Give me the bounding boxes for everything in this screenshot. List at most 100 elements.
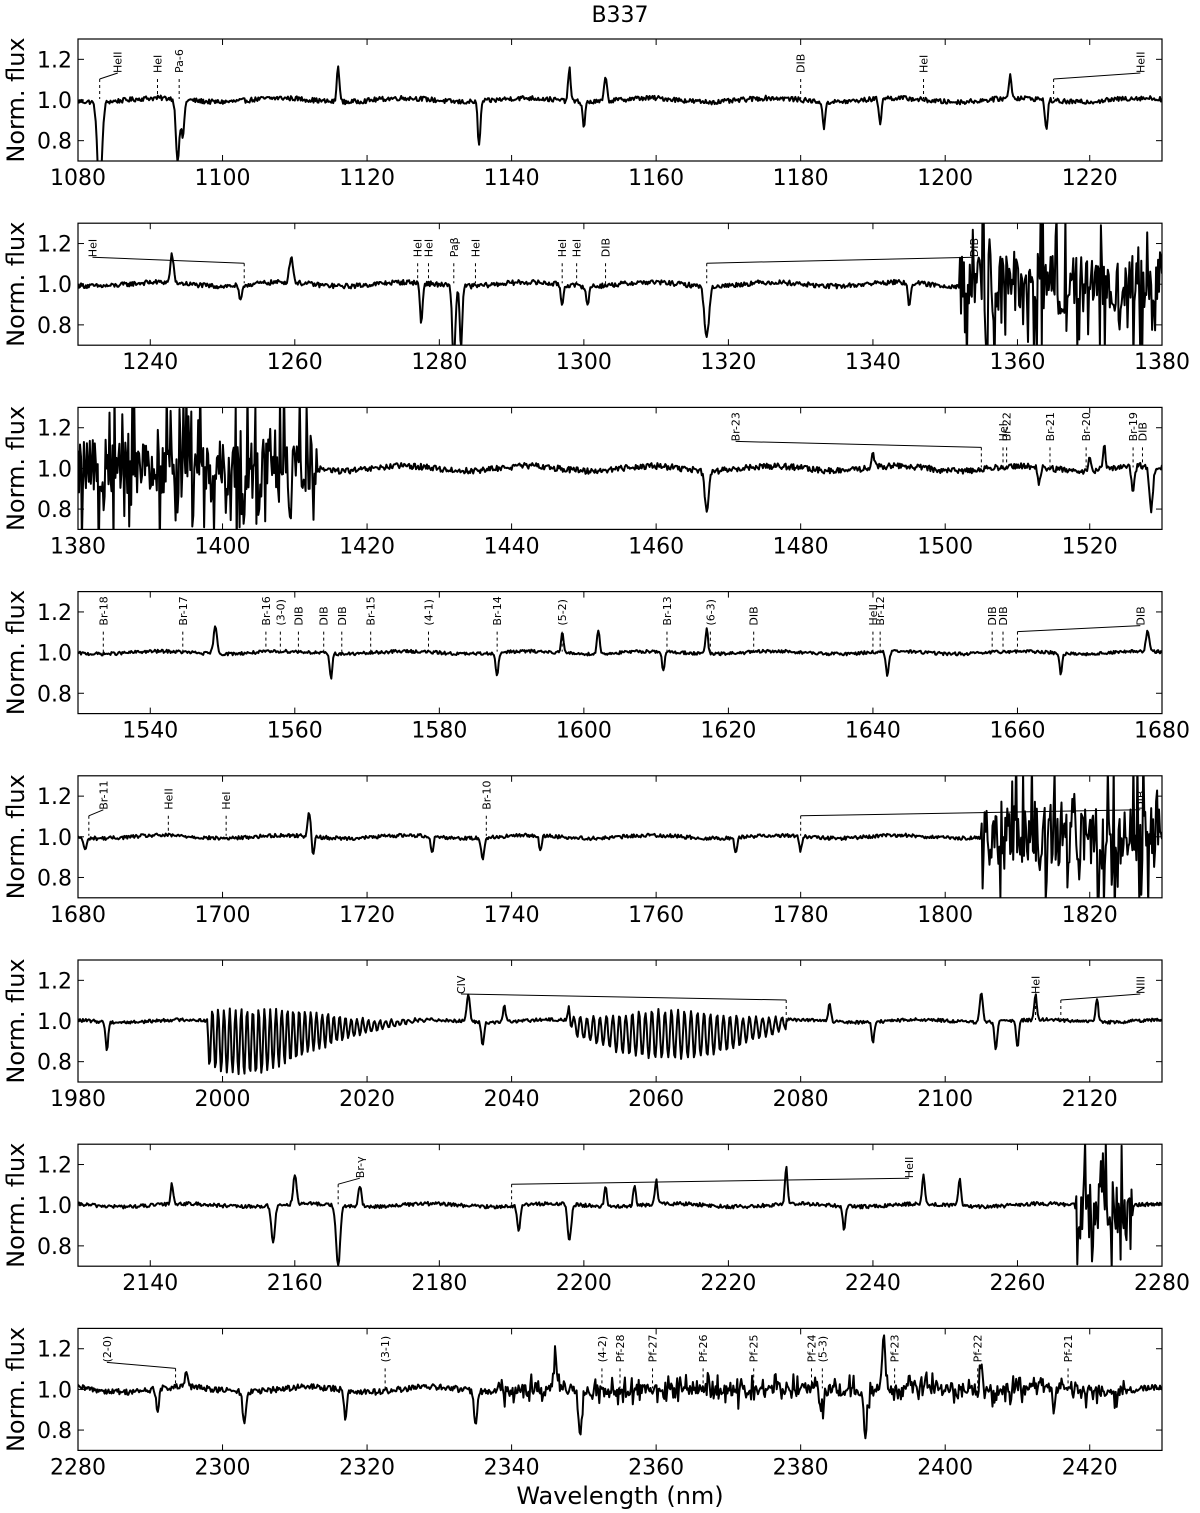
y-tick-label: 1.2: [37, 1338, 72, 1363]
line-marker: Paβ: [448, 237, 461, 284]
y-tick-label: 1.2: [37, 417, 72, 442]
line-marker: HeI: [1030, 976, 1043, 1020]
line-marker-label: HeI: [556, 239, 569, 257]
line-marker: Pf-23: [889, 1335, 902, 1389]
x-tick-label: 1300: [556, 350, 612, 375]
line-marker-label: HeII: [162, 788, 175, 810]
x-tick-label: 1500: [917, 534, 973, 559]
line-marker: CIV: [455, 975, 787, 1020]
panel-3: 0.8 1.0 1.2 1380 1400 1420 1440 1460 1480 1500 152…: [2, 406, 1163, 559]
x-tick-label: 1360: [989, 350, 1045, 375]
line-marker: Br-13: [661, 596, 674, 652]
x-tick-label: 1740: [484, 903, 540, 928]
line-marker: DIB: [800, 791, 1147, 836]
y-axis-label: Norm. flux: [2, 1327, 30, 1452]
line-marker-label: DIB: [1134, 791, 1147, 810]
x-tick-label: 1380: [50, 534, 106, 559]
x-tick-label: 2140: [122, 1271, 178, 1296]
x-tick-label: 2260: [989, 1271, 1045, 1296]
line-marker: (5-3): [816, 1336, 829, 1389]
line-marker: Br-17: [177, 596, 190, 652]
line-marker: HeI: [422, 239, 435, 284]
x-tick-label: 2120: [1062, 1087, 1118, 1112]
line-marker-label: Paβ: [448, 237, 461, 257]
line-marker-label: Br-γ: [354, 1156, 367, 1178]
line-marker: HeI: [412, 239, 425, 284]
line-marker: Br-10: [480, 780, 493, 836]
x-tick-label: 1620: [700, 719, 756, 744]
line-marker: Br-18: [97, 596, 110, 652]
x-tick-label: 2300: [195, 1455, 251, 1480]
line-marker-label: DIB: [748, 606, 761, 625]
line-marker: Br-14: [491, 596, 504, 652]
line-marker: DIB: [318, 606, 331, 652]
line-marker-label: Pa-6: [173, 49, 186, 73]
y-axis-label: Norm. flux: [2, 958, 30, 1083]
line-marker: HeI: [997, 423, 1010, 468]
x-tick-label: 1800: [917, 903, 973, 928]
x-tick-label: 1180: [773, 166, 829, 191]
line-marker-connector: [1053, 72, 1141, 80]
x-tick-label: 2200: [556, 1271, 612, 1296]
y-axis-label: Norm. flux: [2, 406, 30, 531]
line-marker: (3-0): [274, 599, 287, 652]
x-tick-label: 1440: [484, 534, 540, 559]
y-tick-label: 1.0: [37, 1010, 72, 1035]
panel-8: 0.8 1.0 1.2 2280 2300 2320 2340 2360 2380 2400 242…: [2, 1327, 1163, 1480]
line-marker: Br-12: [874, 596, 887, 652]
x-tick-label: 1780: [773, 903, 829, 928]
line-marker: Br-22: [1001, 412, 1014, 468]
x-tick-label: 2420: [1062, 1455, 1118, 1480]
panel-1: 0.8 1.0 1.2 1080 1100 1120 1140 1160 1180 1200 122…: [2, 37, 1163, 191]
line-marker-label: (5-2): [556, 599, 569, 626]
x-tick-label: 1220: [1062, 166, 1118, 191]
line-marker-label: DIB: [1134, 606, 1147, 625]
line-marker: DIB: [795, 54, 808, 99]
line-marker-connector: [706, 256, 975, 264]
line-marker: Br-γ: [337, 1156, 367, 1205]
line-marker-label: HeI: [469, 239, 482, 257]
x-axis-label: Wavelength (nm): [516, 1482, 723, 1510]
y-tick-label: 0.8: [37, 1235, 72, 1260]
x-tick-label: 1240: [122, 350, 178, 375]
line-marker-label: Br-10: [480, 780, 493, 809]
y-tick-label: 1.2: [37, 785, 72, 810]
line-marker: HeI: [571, 239, 584, 284]
panel-5: 0.8 1.0 1.2 1680 1700 1720 1740 1760 1780 1800 182…: [2, 774, 1163, 928]
line-marker-label: Br-15: [365, 596, 378, 625]
x-tick-label: 1480: [773, 534, 829, 559]
line-marker: Br-15: [365, 596, 378, 652]
y-tick-label: 1.2: [37, 969, 72, 994]
line-marker-label: Br-22: [1001, 412, 1014, 441]
spectrum-line: [78, 775, 1162, 898]
line-marker-label: Br-20: [1080, 412, 1093, 441]
line-marker: DIB: [292, 606, 305, 652]
x-tick-label: 1680: [50, 903, 106, 928]
line-marker-label: HeI: [1030, 976, 1043, 994]
line-marker: (4-2): [596, 1336, 609, 1389]
line-marker: HeII: [1053, 51, 1147, 99]
line-marker-label: (2-0): [101, 1336, 114, 1363]
line-marker-label: CIV: [455, 975, 468, 994]
y-tick-label: 0.8: [37, 866, 72, 891]
x-tick-label: 1680: [1134, 719, 1190, 744]
y-tick-label: 0.8: [37, 682, 72, 707]
line-marker: HeI: [220, 792, 233, 836]
line-marker-label: NIII: [1134, 976, 1147, 994]
x-tick-label: 2360: [628, 1455, 684, 1480]
line-marker-label: (4-1): [422, 599, 435, 626]
x-tick-label: 1320: [700, 350, 756, 375]
line-marker-connector: [511, 1177, 910, 1185]
figure-title: B337: [591, 3, 648, 28]
line-marker-label: DIB: [795, 54, 808, 73]
x-tick-label: 1140: [484, 166, 540, 191]
line-marker: HeII: [162, 788, 175, 836]
y-tick-label: 1.0: [37, 642, 72, 667]
x-tick-label: 1640: [845, 719, 901, 744]
panel-7: 0.8 1.0 1.2 2140 2160 2180 2200 2220 2240 2260 228…: [2, 1143, 1190, 1297]
y-tick-label: 0.8: [37, 1051, 72, 1076]
x-tick-label: 2340: [484, 1455, 540, 1480]
line-marker-label: (3-1): [379, 1336, 392, 1363]
line-marker-label: DIB: [318, 606, 331, 625]
y-tick-label: 0.8: [37, 1419, 72, 1444]
